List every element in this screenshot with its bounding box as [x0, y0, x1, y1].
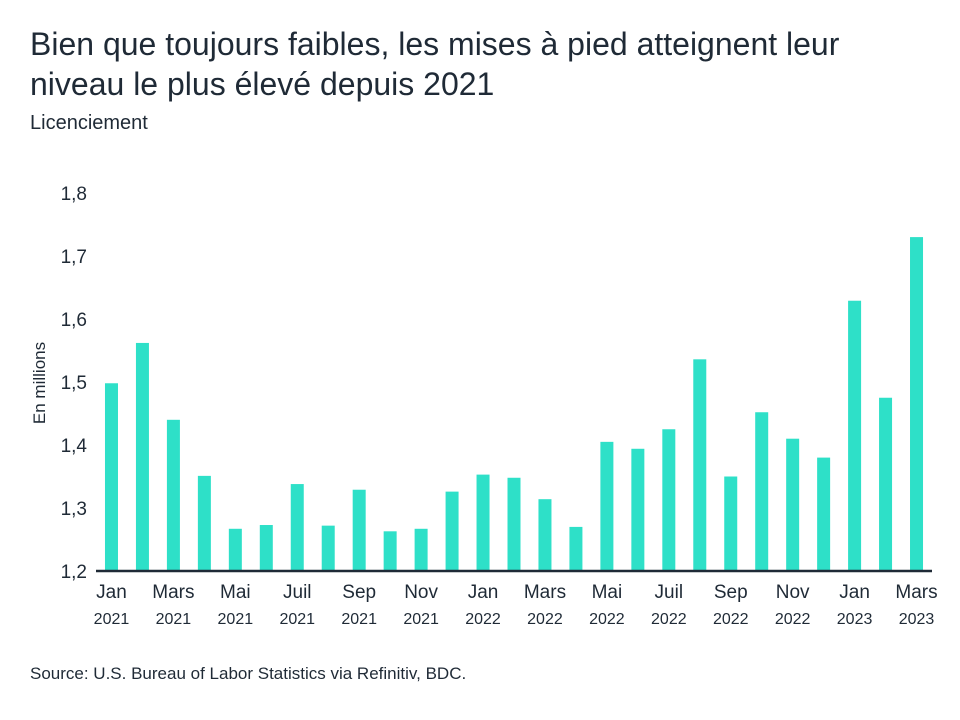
bar: Oct 2022 [755, 412, 769, 571]
bar: Sep 2021 [352, 489, 366, 571]
bar: Fév 2023 [879, 397, 893, 571]
chart-title: Bien que toujours faibles, les mises à p… [30, 26, 840, 102]
x-tick-month: Jan [468, 582, 499, 603]
x-tick-month: Mars [895, 582, 937, 603]
x-tick-month: Jan [96, 582, 127, 603]
x-tick-year: 2021 [218, 611, 254, 628]
x-tick-month: Mai [592, 582, 623, 603]
bar: Jan 2021 [104, 383, 118, 571]
x-tick-year: 2022 [651, 611, 687, 628]
bar: Déc 2021 [445, 491, 459, 571]
bar: Avr 2022 [569, 526, 583, 571]
y-tick-label: 1,4 [61, 436, 88, 457]
x-tick-month: Juil [283, 582, 312, 603]
x-tick-month: Mars [152, 582, 194, 603]
bar: Nov 2021 [414, 528, 428, 571]
chart-subtitle: Licenciement [30, 112, 148, 134]
x-tick-month: Mars [524, 582, 566, 603]
x-tick-month: Mai [220, 582, 251, 603]
y-tick-label: 1,3 [61, 499, 87, 520]
bar: Mai 2022 [600, 441, 614, 571]
y-axis-label-group: En millions [30, 342, 49, 424]
y-tick-label: 1,2 [61, 562, 87, 583]
bar: Août 2021 [321, 525, 335, 571]
bar: Déc 2022 [817, 457, 831, 571]
x-tick-month: Jan [839, 582, 870, 603]
bar: Mars 2022 [538, 499, 552, 571]
x-tick-year: 2021 [279, 611, 315, 628]
x-tick-year: 2022 [775, 611, 811, 628]
bar: Mars 2023 [910, 237, 924, 571]
y-tick-label: 1,7 [61, 247, 87, 268]
bar: Jan 2022 [476, 474, 490, 571]
bar: Nov 2022 [786, 438, 800, 571]
y-axis-label: En millions [30, 342, 49, 424]
x-tick-year: 2021 [403, 611, 439, 628]
x-tick-month: Sep [342, 582, 376, 603]
x-tick-year: 2023 [837, 611, 873, 628]
bar: Fév 2022 [507, 477, 521, 571]
bar: Juin 2021 [259, 525, 273, 571]
y-tick-labels: 1,2 1,3 1,4 1,5 1,6 1,7 1,8 [61, 184, 88, 583]
bar: Avr 2021 [197, 475, 211, 571]
bar: Juil 2022 [662, 429, 676, 571]
x-tick-month: Sep [714, 582, 748, 603]
x-tick-year: 2022 [713, 611, 749, 628]
x-tick-month: Nov [404, 582, 438, 603]
x-tick-year: 2021 [156, 611, 192, 628]
x-tick-year: 2021 [94, 611, 130, 628]
bar: Jan 2023 [848, 300, 862, 571]
y-tick-label: 1,5 [61, 373, 87, 394]
bar: Mai 2021 [228, 528, 242, 571]
y-tick-label: 1,8 [61, 184, 87, 205]
bar: Mars 2021 [166, 419, 180, 571]
x-tick-year: 2022 [589, 611, 625, 628]
x-tick-month: Nov [776, 582, 810, 603]
bar: Août 2022 [693, 359, 707, 571]
bar: Juin 2022 [631, 448, 645, 571]
x-tick-month: Juil [655, 582, 684, 603]
x-tick-year: 2021 [341, 611, 377, 628]
x-tick-labels: Jan 2021 Mars 2021 Mai 2021 Juil 2021 Sep 2021 Nov… [94, 582, 938, 628]
title-block: Bien que toujours faibles, les mises à p… [30, 24, 930, 135]
bar: Juil 2021 [290, 484, 304, 571]
x-tick-year: 2022 [527, 611, 563, 628]
bar: Fév 2021 [135, 342, 149, 571]
y-tick-label: 1,6 [61, 310, 87, 331]
source-note: Source: U.S. Bureau of Labor Statistics … [30, 664, 467, 683]
x-tick-year: 2022 [465, 611, 501, 628]
bar: Sep 2022 [724, 476, 738, 571]
x-tick-year: 2023 [899, 611, 935, 628]
bars: Jan 2021 Fév 2021 Mars 2021 Avr 2021 Mai 202… [104, 237, 924, 571]
bar: Oct 2021 [383, 531, 397, 571]
